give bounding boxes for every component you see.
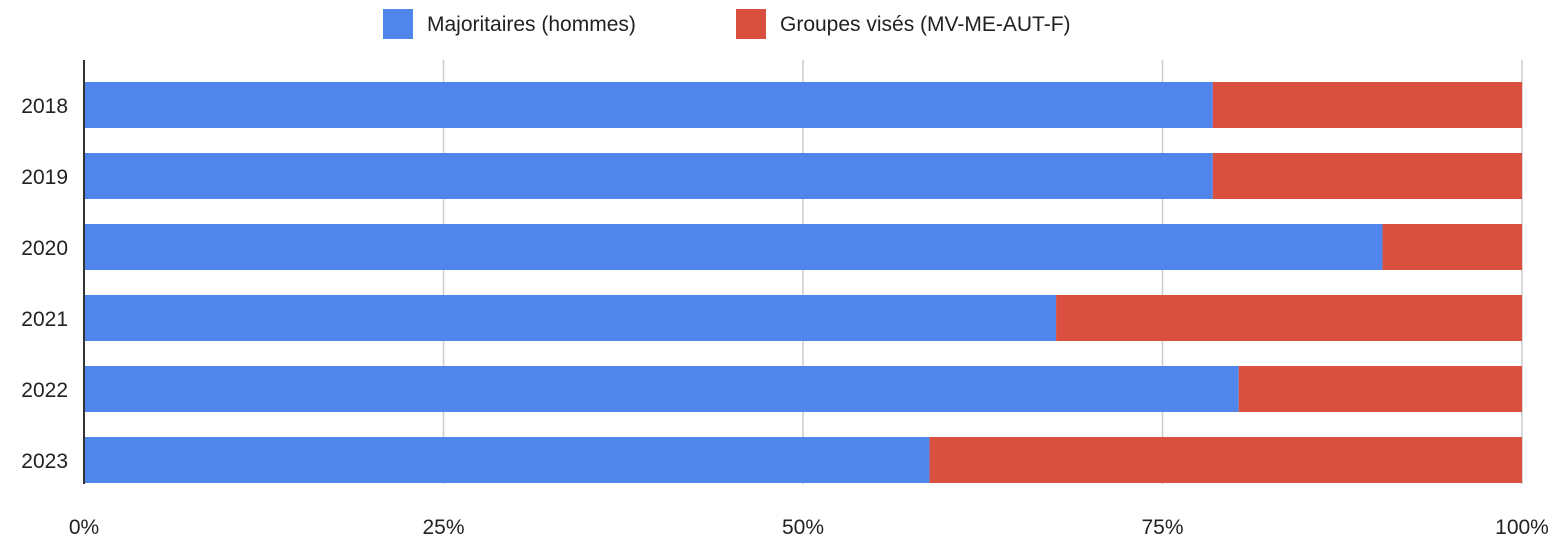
bars [84,82,1522,483]
legend-label-2: Groupes visés (MV-ME-AUT-F) [780,13,1071,36]
axes: 0% 25% 50% 75% 100% 2018 2019 2020 2021 2022 2023 [21,60,1549,539]
bar-2018-series-1 [84,82,1213,128]
bar-2021-series-1 [84,295,1057,341]
y-category-label: 2019 [21,166,68,189]
bar-2020-series-2 [1382,224,1522,270]
gridlines [442,60,1523,484]
bar-2020-series-1 [84,224,1383,270]
y-category-label: 2018 [21,95,68,118]
x-tick-label: 50% [782,516,824,538]
x-tick-label: 100% [1495,516,1549,538]
bar-2023-series-2 [929,437,1522,483]
legend-swatch-2 [736,9,766,39]
y-category-label: 2023 [21,450,68,473]
bar-2019-series-1 [84,153,1213,199]
bar-2019-series-2 [1212,153,1522,199]
y-category-label: 2021 [21,308,68,331]
bar-2022-series-2 [1238,366,1522,412]
bar-2023-series-1 [84,437,930,483]
y-category-label: 2022 [21,379,68,402]
legend-label-1: Majoritaires (hommes) [427,13,636,36]
x-tick-label: 0% [69,516,99,538]
bar-2018-series-2 [1212,82,1522,128]
legend-swatch-1 [383,9,413,39]
x-tick-label: 25% [422,516,464,538]
bar-2022-series-1 [84,366,1239,412]
x-tick-label: 75% [1141,516,1183,538]
legend: Majoritaires (hommes) Groupes visés (MV-M… [383,9,1071,39]
bar-2021-series-2 [1056,295,1522,341]
y-category-label: 2020 [21,237,68,260]
